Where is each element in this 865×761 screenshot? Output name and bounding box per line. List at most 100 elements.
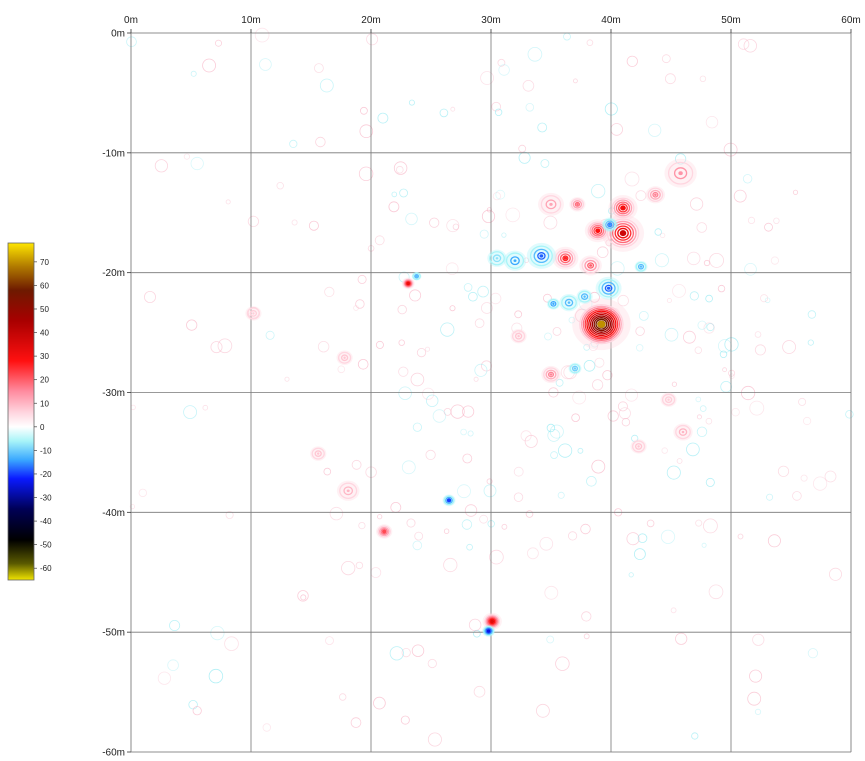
speckle-mark <box>514 310 523 319</box>
x-tick-label: 0m <box>124 15 138 26</box>
anomaly-core <box>608 223 611 226</box>
anomaly-contour <box>339 482 358 500</box>
colorbar-tick-label: -50 <box>40 541 52 550</box>
anomaly-contour <box>618 203 628 213</box>
speckle-mark <box>450 404 465 419</box>
anomaly-contour <box>545 369 557 380</box>
speckle-mark <box>764 222 773 232</box>
speckle-mark <box>749 669 763 683</box>
speckle-mark <box>722 367 727 373</box>
anomaly-contour <box>311 447 325 460</box>
speckle-mark <box>754 331 762 338</box>
anomaly-contour <box>249 310 258 317</box>
anomaly-mark <box>487 249 507 267</box>
anomaly-contour <box>550 300 557 307</box>
anomaly-mark <box>645 186 666 204</box>
speckle-mark <box>743 39 758 53</box>
speckle-mark <box>427 658 437 669</box>
anomaly-contour <box>529 245 553 267</box>
speckle-mark <box>802 416 812 426</box>
anomaly-contour <box>605 220 615 229</box>
speckle-mark <box>186 319 198 331</box>
speckle-mark <box>792 491 802 501</box>
speckle-mark <box>375 340 384 349</box>
anomaly-contour <box>613 199 633 217</box>
speckle-mark <box>635 190 647 202</box>
anomaly-contour <box>485 628 492 634</box>
anomaly-core <box>606 286 611 290</box>
anomaly-contour <box>412 272 421 281</box>
speckle-mark <box>596 246 609 259</box>
speckle-mark <box>546 635 555 644</box>
speckle-mark <box>709 252 724 268</box>
speckle-mark <box>143 290 156 303</box>
speckle-mark <box>591 379 604 391</box>
anomaly-contour <box>562 255 569 262</box>
anomaly-core <box>487 629 490 633</box>
speckle-mark <box>798 397 807 406</box>
speckle-mark <box>638 310 649 321</box>
speckle-mark <box>154 159 168 173</box>
speckle-mark <box>586 39 594 46</box>
anomaly-contour <box>584 308 619 340</box>
anomaly-contour <box>601 281 616 295</box>
speckle-mark <box>401 460 416 475</box>
y-tick-label: -40m <box>102 508 125 519</box>
anomaly-contour <box>414 274 420 279</box>
anomaly-core <box>346 489 350 493</box>
anomaly-contour <box>570 198 585 211</box>
anomaly-contour <box>587 221 609 240</box>
x-axis: 0m 10m 20m 30m 40m 50m 60m <box>124 15 861 33</box>
speckle-mark <box>388 201 400 213</box>
speckle-mark <box>518 151 531 164</box>
anomaly-mark <box>559 294 579 312</box>
speckle-mark <box>313 63 324 73</box>
anomaly-core <box>637 445 640 448</box>
speckle-mark <box>742 174 753 184</box>
anomaly-mark <box>664 158 697 188</box>
speckle-mark <box>777 465 790 477</box>
anomaly-contour <box>603 218 617 231</box>
speckle-mark <box>770 256 780 265</box>
anomaly-contour <box>489 618 496 625</box>
speckle-mark <box>464 504 478 517</box>
anomaly-contour <box>635 261 647 272</box>
speckle-mark <box>366 33 379 46</box>
anomaly-core <box>567 301 571 304</box>
speckle-mark <box>399 188 409 198</box>
speckle-mark <box>339 693 347 701</box>
speckle-mark <box>480 360 492 372</box>
colorbar-tick-label: 40 <box>40 329 49 338</box>
y-tick-label: -30m <box>102 388 125 399</box>
speckle-mark <box>699 75 707 82</box>
speckle-mark <box>654 228 662 236</box>
anomaly-mark <box>510 328 527 344</box>
anomaly-core <box>667 398 670 401</box>
speckle-mark <box>705 417 713 425</box>
anomaly-contour <box>587 262 595 269</box>
speckle-mark <box>637 533 648 543</box>
anomaly-contour <box>540 195 562 214</box>
anomaly-mark <box>503 250 527 271</box>
anomaly-contour <box>609 220 637 246</box>
anomaly-mark <box>576 289 593 304</box>
speckle-mark <box>661 54 671 64</box>
speckle-mark <box>480 71 495 85</box>
anomaly-contour <box>379 526 390 537</box>
speckle-mark <box>824 470 837 483</box>
anomaly-contour <box>617 227 629 239</box>
anomaly-contour <box>580 293 589 300</box>
speckle-mark <box>190 70 197 77</box>
anomaly-contour <box>595 318 608 330</box>
speckle-mark <box>374 235 385 246</box>
colorbar-tick-label: 20 <box>40 376 49 385</box>
colorbar-ramp <box>7 242 35 581</box>
speckle-mark <box>782 340 796 354</box>
anomaly-contour <box>593 226 603 235</box>
speckle-mark <box>747 691 762 706</box>
anomaly-core <box>539 254 544 258</box>
speckle-mark <box>664 327 679 342</box>
y-tick-label: -20m <box>102 268 125 279</box>
speckle-mark <box>429 217 440 228</box>
